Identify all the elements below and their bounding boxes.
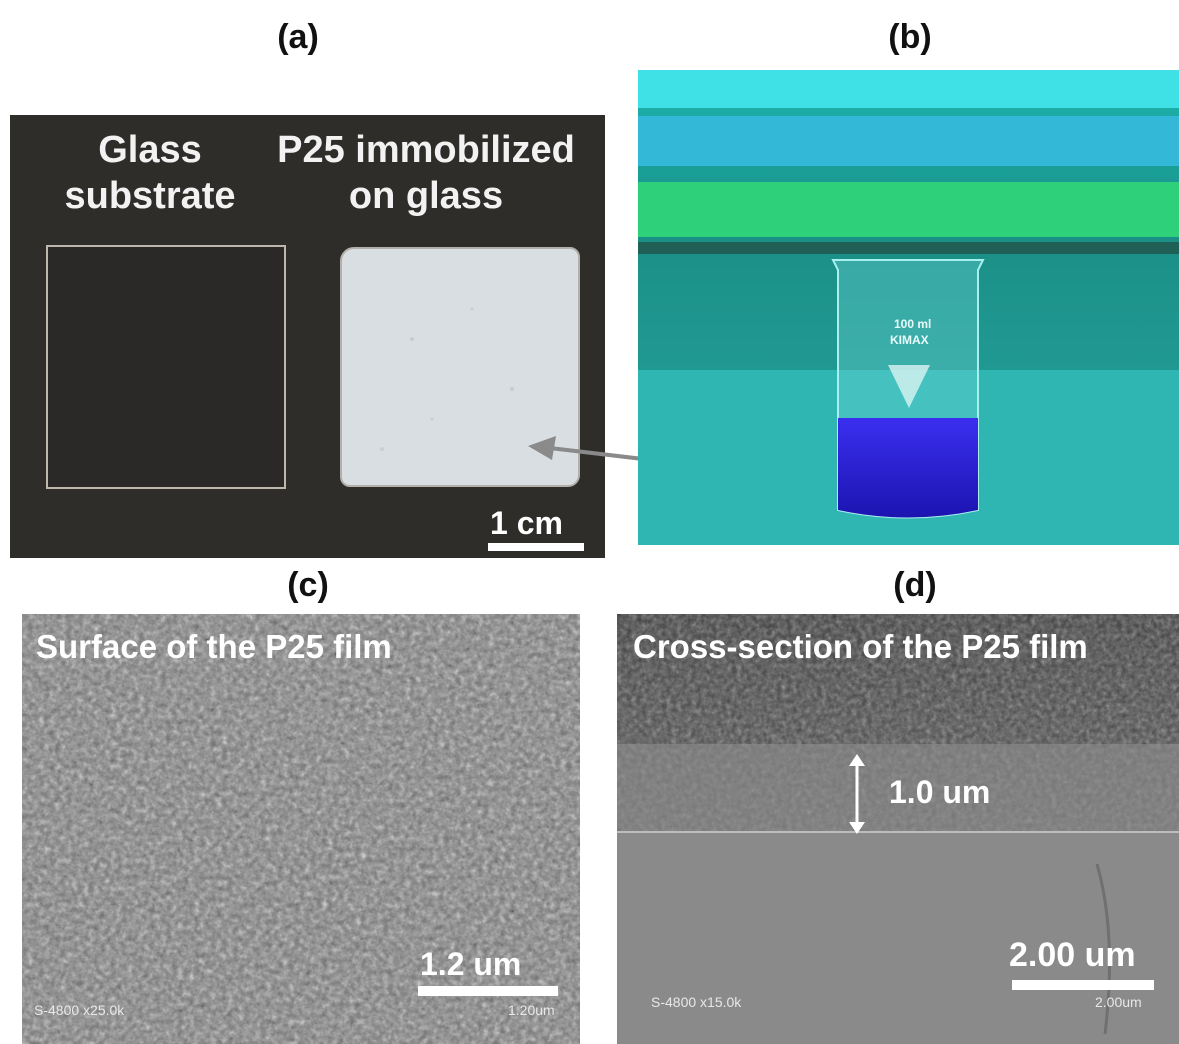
panel-d-scale-bar xyxy=(1012,980,1154,990)
blue-solution xyxy=(838,418,978,518)
glass-substrate-section xyxy=(617,832,1179,1044)
panel-c-sem-surface: Surface of the P25 film 1.2 um S-4800 x2… xyxy=(22,614,580,1044)
p25-immobilized-heading-line2: on glass xyxy=(348,175,504,217)
panel-c-scale-label: 1.2 um xyxy=(420,946,522,982)
glass-substrate-heading: Glass substrate xyxy=(40,127,260,219)
blank-glass-slide xyxy=(46,245,286,489)
panel-c-instrument-scale: 1.20um xyxy=(508,1002,555,1018)
glass-substrate-heading-line2: substrate xyxy=(64,175,236,217)
panel-d-title: Cross-section of the P25 film xyxy=(633,628,1088,665)
p25-immobilized-heading: P25 immobilized on glass xyxy=(250,127,602,219)
panel-b-photo: 100 ml KIMAX xyxy=(638,70,1179,545)
panel-label-d: (d) xyxy=(893,566,937,604)
panel-d-sem-cross-section: Cross-section of the P25 film 1.0 um 2.0… xyxy=(617,614,1179,1044)
panel-label-b: (b) xyxy=(888,18,932,56)
panel-d-instrument-scale: 2.00um xyxy=(1095,994,1142,1010)
panel-d-scale-label: 2.00 um xyxy=(1009,936,1136,974)
beaker-brand-text: KIMAX xyxy=(890,333,929,347)
glass-substrate-heading-line1: Glass xyxy=(98,129,202,171)
panel-d-thickness-label: 1.0 um xyxy=(889,774,991,810)
panel-d-instrument-text: S-4800 x15.0k xyxy=(651,994,742,1010)
panel-label-c: (c) xyxy=(287,566,329,604)
sem-cross-section-texture xyxy=(617,614,1179,1044)
coated-slide-texture xyxy=(380,307,514,451)
p25-coated-slide xyxy=(340,247,580,487)
beaker-volume-text: 100 ml xyxy=(894,317,931,331)
panel-a-scale-label: 1 cm xyxy=(490,505,563,541)
uv-lamp-scene: 100 ml KIMAX xyxy=(638,70,1179,545)
p25-immobilized-heading-line1: P25 immobilized xyxy=(277,129,575,171)
panel-c-instrument-text: S-4800 x25.0k xyxy=(34,1002,125,1018)
panel-label-a: (a) xyxy=(277,18,319,56)
sem-surface-texture xyxy=(22,614,580,1044)
beaker xyxy=(831,259,985,519)
panel-c-title: Surface of the P25 film xyxy=(36,628,392,665)
panel-a-photo: Glass substrate P25 immobilized on glass… xyxy=(10,115,605,558)
uv-lamp-tube xyxy=(638,70,1179,108)
panel-a-scale-bar xyxy=(488,543,584,551)
panel-c-scale-bar xyxy=(418,986,558,996)
